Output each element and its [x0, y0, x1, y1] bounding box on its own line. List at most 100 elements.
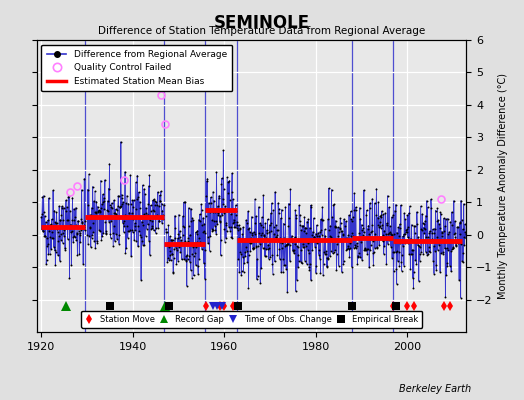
- Point: [407, 222, 416, 228]
- Point: [344, 242, 352, 249]
- Point: [139, 242, 147, 248]
- Point: [374, 199, 383, 205]
- Point: [111, 206, 119, 212]
- Point: [282, 266, 290, 272]
- Point: [166, 233, 174, 240]
- Point: [93, 238, 101, 244]
- Point: [395, 249, 403, 255]
- Point: [441, 245, 449, 252]
- Point: [215, 218, 224, 224]
- Point: [57, 231, 65, 237]
- Point: [216, 212, 224, 219]
- Point: [98, 232, 106, 239]
- Point: [412, 209, 421, 215]
- Point: [75, 232, 84, 238]
- Point: [107, 204, 115, 211]
- Point: [427, 238, 435, 245]
- Point: [418, 220, 427, 226]
- Point: [243, 248, 251, 254]
- Point: [319, 272, 328, 278]
- Point: [102, 230, 111, 236]
- Point: [364, 246, 372, 252]
- Point: [52, 220, 60, 226]
- Point: [368, 222, 376, 228]
- Point: [375, 223, 384, 230]
- Point: [266, 222, 274, 228]
- Point: [165, 222, 173, 229]
- Point: [88, 204, 96, 211]
- Point: [278, 240, 286, 246]
- Point: [271, 189, 279, 195]
- Point: [136, 232, 145, 238]
- Point: [223, 174, 231, 181]
- Point: [383, 220, 391, 226]
- Point: [442, 245, 451, 252]
- Point: [185, 259, 194, 265]
- Point: [49, 224, 58, 230]
- Point: [238, 231, 247, 238]
- Point: [376, 225, 385, 231]
- Point: [397, 259, 406, 265]
- Point: [264, 216, 272, 222]
- Point: [213, 206, 221, 213]
- Point: [331, 247, 339, 254]
- Point: [396, 221, 404, 227]
- Point: [270, 231, 279, 237]
- Point: [234, 226, 242, 233]
- Point: [399, 233, 407, 240]
- Point: [457, 197, 465, 204]
- Point: [108, 204, 116, 211]
- Point: [346, 245, 354, 251]
- Point: [233, 225, 241, 231]
- Point: [265, 245, 273, 251]
- Point: [304, 216, 312, 222]
- Point: [420, 220, 429, 227]
- Point: [219, 201, 227, 208]
- Point: [458, 258, 466, 264]
- Point: [149, 227, 158, 234]
- Point: [222, 235, 230, 241]
- Point: [443, 263, 452, 270]
- Point: [287, 237, 296, 243]
- Point: [341, 223, 349, 230]
- Point: [177, 239, 185, 246]
- Point: [129, 197, 138, 203]
- Point: [321, 226, 329, 233]
- Point: [413, 242, 422, 249]
- Point: [45, 195, 53, 201]
- Point: [187, 206, 195, 212]
- Point: [296, 218, 304, 224]
- Point: [103, 207, 111, 213]
- Point: [237, 251, 245, 258]
- Point: [425, 228, 434, 234]
- Point: [285, 223, 293, 229]
- Point: [319, 261, 328, 268]
- Point: [311, 238, 319, 244]
- Point: [125, 228, 133, 234]
- Point: [64, 194, 72, 200]
- Point: [390, 208, 399, 214]
- Point: [347, 232, 355, 239]
- Point: [324, 216, 332, 222]
- Point: [201, 230, 209, 236]
- Point: [166, 248, 174, 254]
- Point: [367, 228, 376, 235]
- Point: [196, 240, 205, 246]
- Point: [65, 193, 73, 199]
- Point: [403, 234, 412, 240]
- Point: [119, 199, 127, 205]
- Point: [107, 218, 115, 224]
- Point: [334, 262, 343, 269]
- Point: [385, 230, 393, 236]
- Point: [280, 262, 289, 268]
- Point: [60, 227, 69, 233]
- Point: [224, 207, 232, 214]
- Point: [258, 244, 267, 251]
- Point: [411, 239, 420, 245]
- Point: [250, 231, 259, 237]
- Point: [346, 208, 355, 214]
- Point: [273, 232, 281, 238]
- Point: [56, 217, 64, 223]
- Point: [232, 208, 240, 214]
- Point: [159, 202, 168, 208]
